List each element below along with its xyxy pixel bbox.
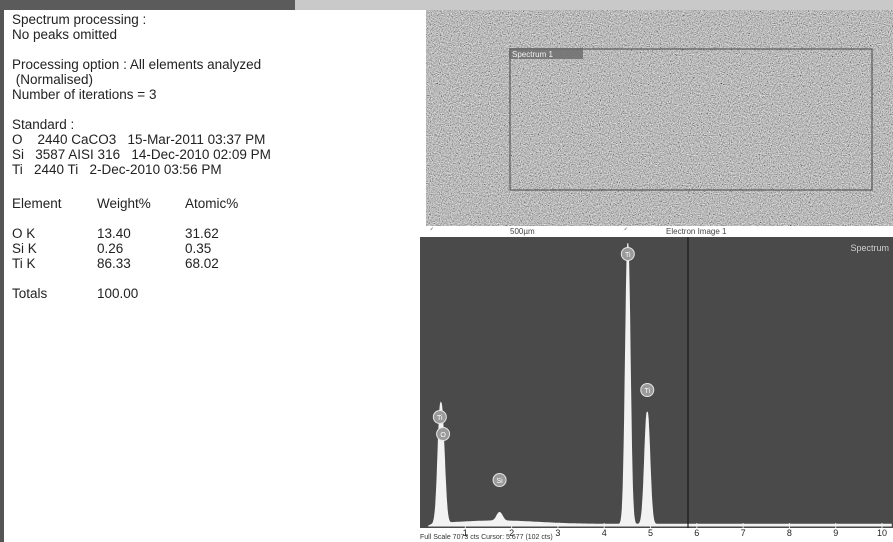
col-header-weight: Weight% [97, 196, 151, 211]
spectrum-background [420, 237, 893, 528]
electron-image: Spectrum 1 [426, 10, 893, 228]
totals-row: Totals 100.00 [12, 286, 417, 301]
spectrum-footer: Full Scale 7073 cts Cursor: 5.677 (102 c… [420, 534, 553, 541]
table-row: O K 13.40 31.62 [12, 226, 417, 241]
peak-marker-label: Ti [625, 252, 631, 259]
totals-value: 100.00 [97, 286, 139, 301]
weight-cell: 86.33 [97, 256, 131, 271]
peak-marker[interactable] [436, 427, 451, 441]
x-tick-label: 2 [509, 528, 514, 538]
iterations-line: Number of iterations = 3 [12, 87, 157, 102]
spectrum-region-box[interactable] [509, 48, 873, 191]
electron-image-caption: Electron Image 1 [666, 227, 727, 236]
results-table-header: Element Weight% Atomic% [12, 196, 417, 211]
x-tick-label: 3 [555, 528, 560, 538]
spectrum-title: Spectrum [850, 243, 889, 253]
region-label: Spectrum 1 [512, 50, 553, 59]
top-bar-light-section [295, 0, 893, 10]
x-tick-label: 5 [648, 528, 653, 538]
element-cell: Ti K [12, 256, 36, 271]
peak-marker-label: O [440, 432, 446, 439]
atomic-cell: 0.35 [185, 241, 212, 256]
x-tick-label: 8 [787, 528, 792, 538]
x-tick-label: 7 [741, 528, 746, 538]
peak-marker-label: Si [496, 478, 503, 485]
spectrum-processing-heading: Spectrum processing : [12, 12, 147, 27]
weight-cell: 0.26 [97, 241, 124, 256]
no-peaks-line: No peaks omitted [12, 27, 118, 42]
x-tick-label: 1 [463, 528, 468, 538]
spectrum-trace [428, 243, 892, 527]
x-tick-label: 6 [694, 528, 699, 538]
atomic-cell: 31.62 [185, 226, 219, 241]
peak-marker[interactable] [640, 383, 655, 397]
peak-marker[interactable] [492, 473, 507, 487]
scale-bar-label: 500µm [510, 227, 535, 236]
standard-line-ti: Ti 2440 Ti 2-Dec-2010 03:56 PM [12, 162, 222, 177]
table-row: Ti K 86.33 68.02 [12, 256, 417, 271]
element-cell: Si K [12, 241, 37, 256]
processing-option-line: Processing option : All elements analyze… [12, 57, 262, 72]
element-cell: O K [12, 226, 36, 241]
normalised-line: (Normalised) [12, 72, 94, 87]
sem-texture [426, 10, 893, 228]
peak-marker[interactable] [620, 247, 635, 261]
table-row: Si K 0.26 0.35 [12, 241, 417, 256]
weight-cell: 13.40 [97, 226, 131, 241]
eds-spectrum-chart: 1 2 3 4 5 6 7 8 9 10 Ti O Si Ti Ti Spectrum Full Scal… [419, 237, 893, 542]
standard-line-o: O 2440 CaCO3 15-Mar-2011 03:37 PM [12, 132, 266, 147]
col-header-element: Element [12, 196, 62, 211]
electron-image-caption-bar: ᐟ 500µm ᐟ Electron Image 1 [426, 226, 893, 237]
eds-report-panel: Spectrum processing : No peaks omitted P… [12, 12, 417, 301]
left-border [0, 10, 4, 542]
atomic-cell: 68.02 [185, 256, 219, 271]
peak-marker[interactable] [432, 410, 447, 424]
peak-marker-label: Ti [644, 388, 650, 395]
x-tick-label: 9 [833, 528, 838, 538]
standard-line-si: Si 3587 AISI 316 14-Dec-2010 02:09 PM [12, 147, 271, 162]
region-label-bg [509, 48, 583, 59]
standard-heading: Standard : [12, 117, 75, 132]
col-header-atomic: Atomic% [185, 196, 239, 211]
x-tick-label: 10 [877, 528, 887, 538]
x-tick-label: 4 [602, 528, 607, 538]
peak-marker-label: Ti [437, 415, 443, 422]
totals-label: Totals [12, 286, 48, 301]
